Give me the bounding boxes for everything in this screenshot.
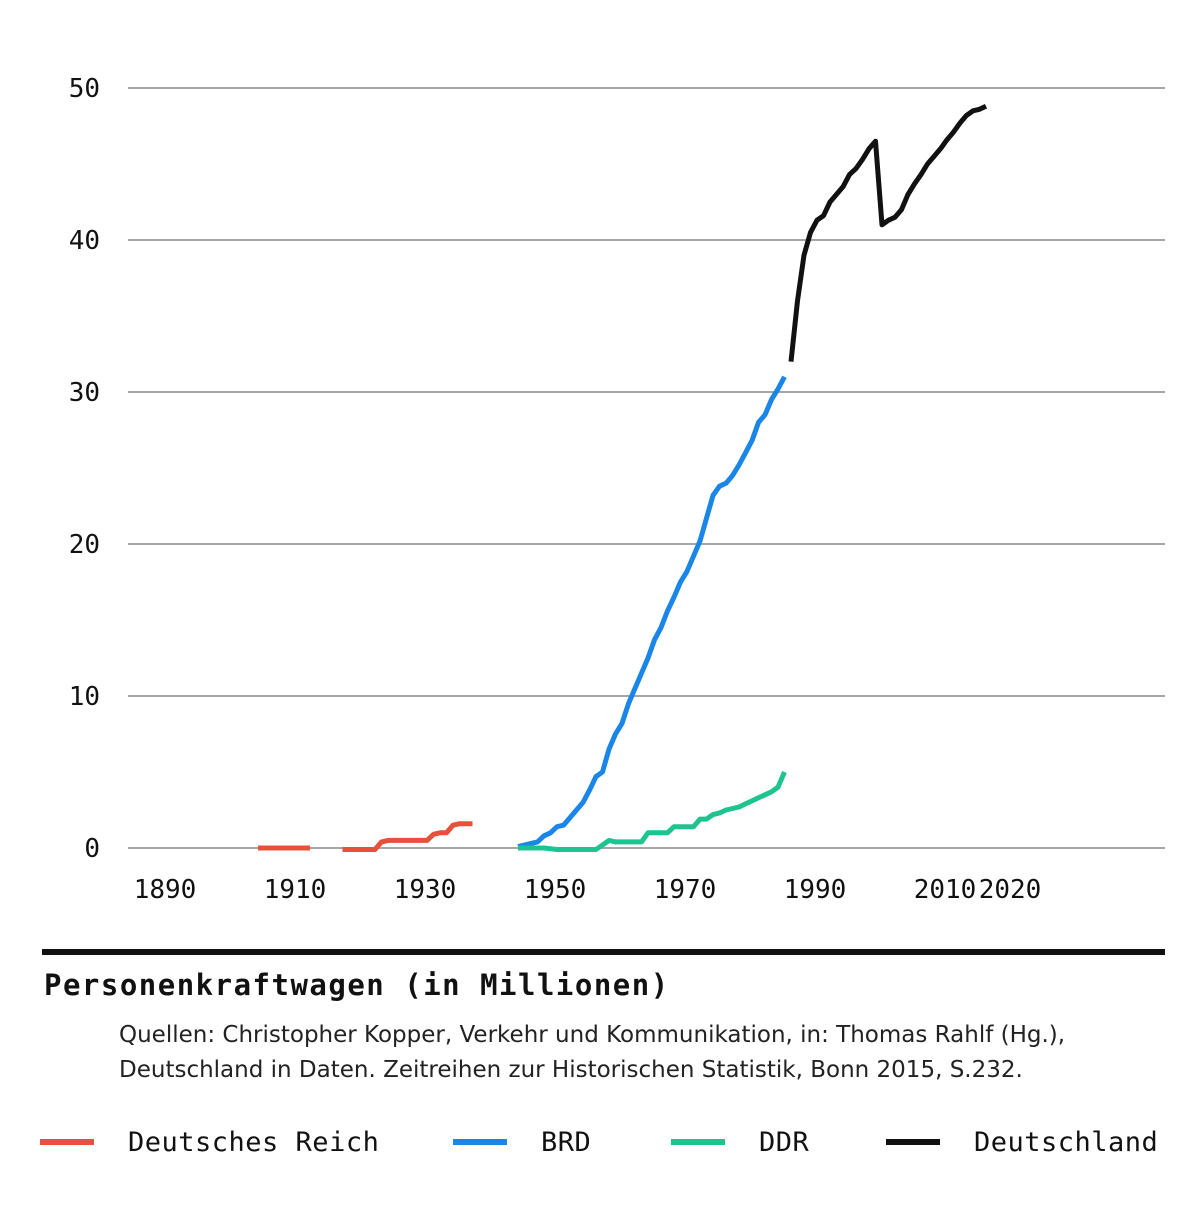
- legend-item-deutschland: Deutschland: [886, 1120, 1158, 1164]
- x-axis-ticks: 1890 1910 1930 1950 1970 1990 2010 2020: [134, 875, 1042, 905]
- series-line: [517, 375, 787, 849]
- legend-swatch: [453, 1139, 507, 1145]
- source-line-2: Deutschland in Daten. Zeitreihen zur His…: [119, 1057, 1023, 1083]
- x-tick-label: 2010: [914, 875, 977, 905]
- legend-item-brd: BRD: [453, 1120, 591, 1164]
- x-tick-label: 1970: [654, 875, 717, 905]
- legend-label: Deutsches Reich: [128, 1126, 380, 1158]
- x-tick-label: 1930: [394, 875, 457, 905]
- y-axis-ticks: 0 10 20 30 40 50: [69, 74, 100, 864]
- legend: Deutsches Reich BRD DDR Deutschland: [0, 1120, 1200, 1164]
- legend-item-deutsches-reich: Deutsches Reich: [40, 1120, 379, 1164]
- y-tick-label: 20: [69, 530, 100, 560]
- x-tick-label: 1910: [264, 875, 327, 905]
- chart-title: Personenkraftwagen (in Millionen): [44, 968, 670, 1002]
- series-line: [518, 771, 787, 852]
- x-tick-label: 2020: [979, 875, 1042, 905]
- y-tick-label: 0: [84, 834, 100, 864]
- x-tick-label: 1890: [134, 875, 197, 905]
- y-tick-label: 40: [69, 226, 100, 256]
- footer-rule: [42, 949, 1165, 955]
- series-line: [788, 103, 988, 362]
- series-line: [342, 821, 473, 852]
- legend-label: DDR: [759, 1126, 810, 1158]
- legend-item-ddr: DDR: [671, 1120, 809, 1164]
- series-lines: [258, 103, 988, 852]
- line-chart: 0 10 20 30 40 50 1890 1910 1930 1950 1970 1990 2010…: [69, 74, 1165, 905]
- legend-label: Deutschland: [974, 1126, 1159, 1158]
- y-tick-label: 30: [69, 378, 100, 408]
- legend-swatch: [671, 1139, 725, 1145]
- x-tick-label: 1950: [524, 875, 587, 905]
- source-note: Quellen: Christopher Kopper, Verkehr und…: [119, 1018, 1159, 1088]
- y-tick-label: 10: [69, 682, 100, 712]
- legend-swatch: [886, 1139, 940, 1145]
- gridlines: [128, 87, 1165, 849]
- x-tick-label: 1990: [784, 875, 847, 905]
- legend-label: BRD: [541, 1126, 592, 1158]
- source-line-1: Quellen: Christopher Kopper, Verkehr und…: [119, 1022, 1066, 1048]
- y-tick-label: 50: [69, 74, 100, 104]
- legend-swatch: [40, 1139, 94, 1145]
